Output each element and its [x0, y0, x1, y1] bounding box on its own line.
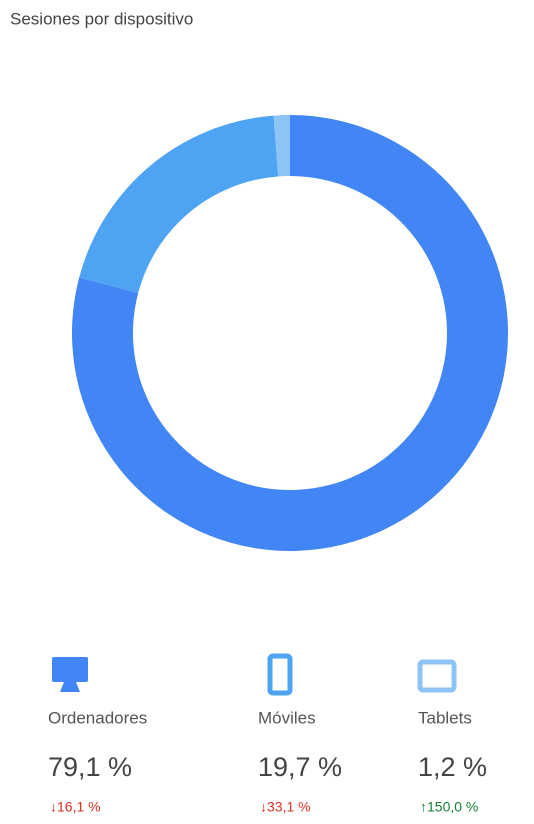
value-label: 1,2 %: [418, 752, 487, 782]
chart-title: Sesiones por dispositivo: [10, 9, 193, 28]
value-label: 19,7 %: [258, 752, 342, 782]
desktop-icon: [52, 657, 88, 682]
legend-label: Ordenadores: [48, 708, 147, 727]
donut-segment: [273, 115, 290, 177]
change-label: ↓33,1 %: [260, 799, 311, 815]
change-label: ↑150,0 %: [420, 799, 478, 815]
mobile-icon: [267, 653, 293, 696]
legend-label: Tablets: [418, 708, 472, 727]
tablet-icon: [417, 659, 457, 693]
desktop-icon-stand: [60, 682, 80, 692]
legend-label: Móviles: [258, 708, 316, 727]
donut-segment: [79, 115, 279, 294]
value-label: 79,1 %: [48, 752, 132, 782]
change-label: ↓16,1 %: [50, 799, 101, 815]
